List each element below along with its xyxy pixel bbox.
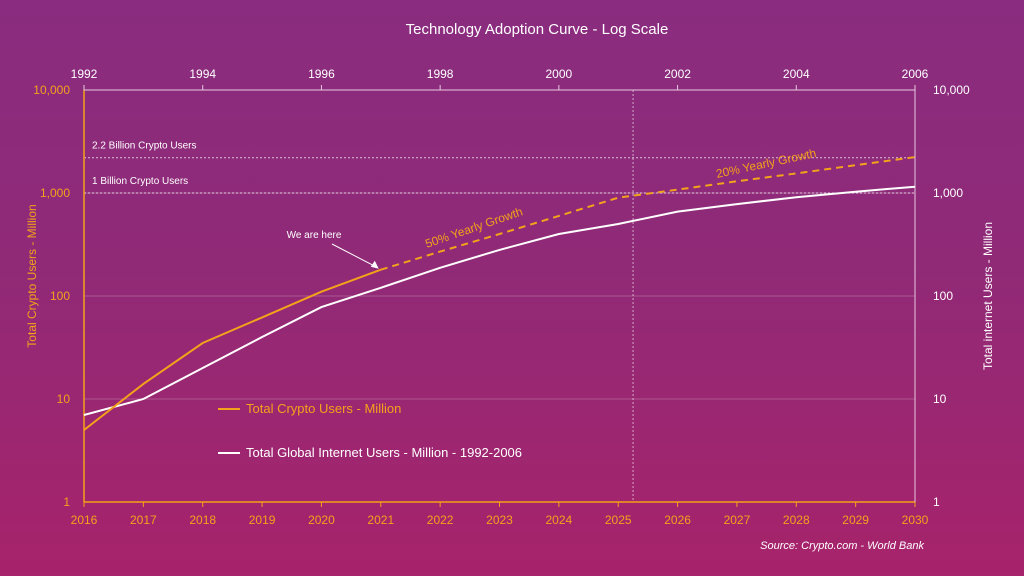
reference-line-label: 2.2 Billion Crypto Users: [92, 141, 196, 152]
bottom-tick-label: 2018: [189, 513, 216, 527]
we-are-here-arrow: [331, 243, 377, 268]
top-tick-label: 2006: [902, 67, 929, 81]
top-tick-label: 1996: [308, 67, 335, 81]
tick-labels: 1 1 10 10 100 100 1,000 1,000 10,000 10,000 2016 20…: [33, 67, 970, 527]
internet-users-line: [83, 185, 916, 416]
top-tick-label: 1994: [189, 67, 216, 81]
we-are-here-label: We are here: [287, 230, 342, 241]
bottom-tick-label: 2019: [249, 513, 276, 527]
right-tick-label: 100: [933, 289, 953, 303]
legend-label-internet: Total Global Internet Users - Million - …: [246, 445, 522, 460]
bottom-tick-label: 2025: [605, 513, 632, 527]
source-note: Source: Crypto.com - World Bank: [760, 540, 924, 552]
bottom-tick-label: 2016: [71, 513, 98, 527]
crypto-users-actual-line: [83, 268, 382, 431]
bottom-tick-label: 2017: [130, 513, 157, 527]
right-tick-label: 10: [933, 392, 947, 406]
crypto-users-projected-line: [380, 156, 916, 271]
bottom-tick-label: 2024: [546, 513, 573, 527]
legend-label-crypto: Total Crypto Users - Million: [246, 401, 401, 416]
bottom-tick-label: 2029: [842, 513, 869, 527]
right-tick-label: 1,000: [933, 186, 963, 200]
top-tick-label: 2002: [664, 67, 691, 81]
right-tick-label: 10,000: [933, 83, 970, 97]
right-tick-label: 1: [933, 495, 940, 509]
bottom-tick-label: 2023: [486, 513, 513, 527]
axes: [83, 85, 916, 507]
right-y-axis-label: Total internet Users - Million: [981, 222, 995, 370]
left-y-axis-label: Total Crypto Users - Million: [25, 204, 39, 347]
annotations: We are here 50% Yearly Growth 20% Yearly G…: [287, 146, 818, 269]
bottom-tick-label: 2026: [664, 513, 691, 527]
bottom-tick-label: 2020: [308, 513, 335, 527]
bottom-tick-label: 2022: [427, 513, 454, 527]
top-tick-label: 1998: [427, 67, 454, 81]
bottom-tick-label: 2030: [902, 513, 929, 527]
series-lines: [83, 156, 916, 431]
left-tick-label: 100: [50, 289, 70, 303]
legend: Total Crypto Users - Million Total Globa…: [218, 401, 522, 460]
top-tick-label: 2004: [783, 67, 810, 81]
left-tick-label: 10: [57, 392, 71, 406]
reference-lines: 2.2 Billion Crypto Users 1 Billion Crypto…: [84, 90, 915, 502]
reference-line-label: 1 Billion Crypto Users: [92, 176, 188, 187]
chart-title: Technology Adoption Curve - Log Scale: [406, 21, 669, 38]
bottom-tick-label: 2027: [724, 513, 751, 527]
growth-20-label: 20% Yearly Growth: [715, 146, 818, 181]
left-tick-label: 1,000: [40, 186, 70, 200]
top-tick-label: 1992: [71, 67, 98, 81]
bottom-tick-label: 2028: [783, 513, 810, 527]
bottom-tick-label: 2021: [367, 513, 394, 527]
growth-50-label: 50% Yearly Growth: [423, 204, 524, 250]
we-are-here-arrowhead: [370, 260, 379, 269]
left-tick-label: 1: [63, 495, 70, 509]
top-tick-label: 2000: [546, 67, 573, 81]
left-tick-label: 10,000: [33, 83, 70, 97]
